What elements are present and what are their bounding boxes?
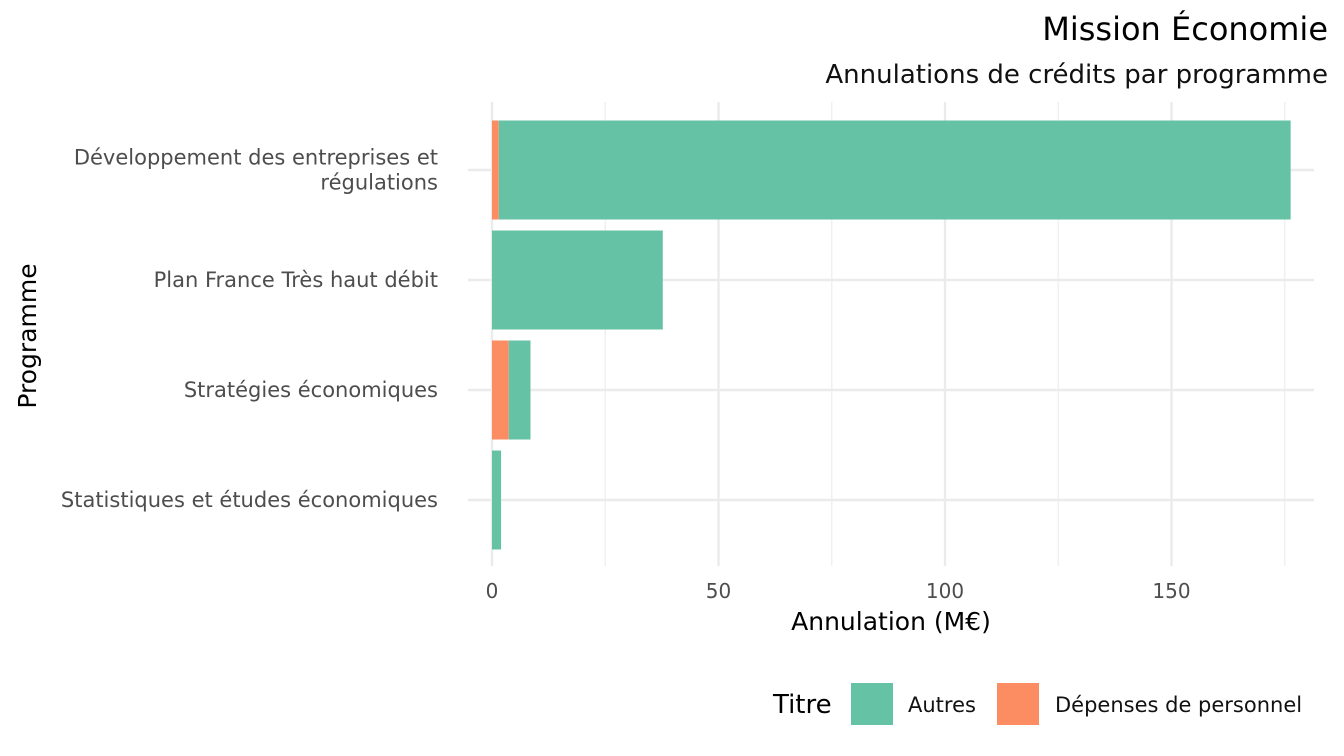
category-label: Statistiques et études économiques (61, 488, 438, 512)
y-axis-title: Programme (13, 263, 42, 408)
bar-2-0 (492, 340, 509, 440)
category-label-line: Plan France Très haut débit (154, 268, 438, 292)
category-label-line: régulations (320, 171, 438, 195)
bar-3-1 (492, 450, 502, 550)
y-axis-labels: Développement des entreprises et régulati… (61, 146, 438, 513)
legend: Titre Autres Dépenses de personnel (772, 683, 1302, 725)
bar-2-1 (508, 340, 531, 440)
category-label-line: Stratégies économiques (184, 378, 438, 402)
legend-title: Titre (772, 690, 832, 720)
category-label-line: Statistiques et études économiques (61, 488, 438, 512)
x-tick-label: 50 (706, 579, 731, 603)
bar-1-1 (492, 230, 663, 330)
legend-key (851, 683, 893, 725)
x-tick-label: 0 (486, 579, 499, 603)
category-label: Stratégies économiques (184, 378, 438, 402)
category-label-line: Développement des entreprises et (74, 146, 438, 170)
x-axis-labels: 0 50 100 150 (486, 579, 1191, 603)
legend-label: Dépenses de personnel (1055, 693, 1302, 717)
x-tick-label: 150 (1152, 579, 1190, 603)
legend-label: Autres (908, 693, 976, 717)
chart-subtitle: Annulations de crédits par programme (825, 60, 1328, 90)
category-label: Développement des entreprises et régulati… (74, 146, 438, 195)
x-axis-title: Annulation (M€) (791, 607, 991, 636)
x-tick-label: 100 (926, 579, 964, 603)
bar-0-0 (492, 120, 499, 220)
legend-key (997, 683, 1039, 725)
category-label: Plan France Très haut débit (154, 268, 438, 292)
bar-0-1 (498, 120, 1291, 220)
chart-title: Mission Économie (1042, 10, 1328, 48)
bars (492, 120, 1291, 550)
